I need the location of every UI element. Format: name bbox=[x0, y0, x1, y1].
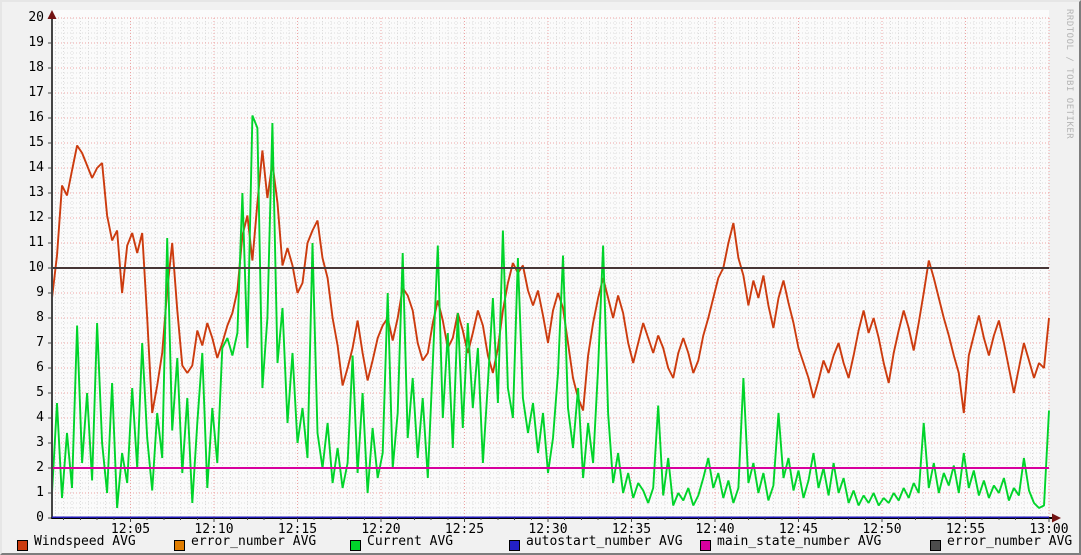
y-tick-label: 10 bbox=[28, 260, 44, 275]
legend-item: main_state_number AVG bbox=[700, 534, 882, 551]
legend-swatch bbox=[174, 540, 185, 551]
legend-item: error_number AVG bbox=[174, 534, 317, 551]
legend-label: autostart_number AVG bbox=[526, 534, 683, 549]
y-tick-label: 9 bbox=[36, 285, 44, 300]
legend-label: error_number AVG bbox=[947, 534, 1073, 549]
y-tick-label: 3 bbox=[36, 435, 44, 450]
y-tick-label: 12 bbox=[28, 210, 44, 225]
x-tick-label: 12:15 bbox=[277, 522, 318, 537]
legend-label: main_state_number AVG bbox=[717, 534, 882, 549]
legend-swatch bbox=[930, 540, 941, 551]
y-tick-label: 1 bbox=[36, 485, 44, 500]
x-tick-label: 12:20 bbox=[361, 522, 401, 537]
legend: Windspeed AVG error_number AVG Current AVG… bbox=[2, 535, 1079, 551]
y-tick-label: 16 bbox=[28, 110, 44, 125]
y-tick-label: 2 bbox=[36, 460, 44, 475]
y-tick-label: 5 bbox=[36, 385, 44, 400]
legend-label: Current AVG bbox=[367, 534, 454, 549]
x-tick-label: 13:00 bbox=[1029, 522, 1069, 537]
legend-swatch bbox=[700, 540, 711, 551]
x-tick-label: 12:10 bbox=[194, 522, 234, 537]
y-tick-label: 13 bbox=[28, 185, 44, 200]
legend-swatch bbox=[350, 540, 361, 551]
x-tick-label: 12:25 bbox=[444, 522, 485, 537]
y-tick-label: 7 bbox=[36, 335, 44, 350]
x-tick-label: 12:45 bbox=[778, 522, 819, 537]
legend-item: autostart_number AVG bbox=[509, 534, 683, 551]
y-tick-label: 20 bbox=[28, 10, 44, 25]
y-tick-label: 8 bbox=[36, 310, 44, 325]
y-tick-label: 15 bbox=[28, 135, 44, 150]
x-tick-label: 12:35 bbox=[611, 522, 652, 537]
x-tick-label: 12:55 bbox=[945, 522, 986, 537]
x-tick-label: 12:40 bbox=[695, 522, 735, 537]
legend-item: Windspeed AVG bbox=[17, 534, 136, 551]
y-tick-label: 14 bbox=[28, 160, 44, 175]
watermark: RRDTOOL / TOBI OETIKER bbox=[1064, 9, 1074, 140]
legend-swatch bbox=[509, 540, 520, 551]
legend-item: Current AVG bbox=[350, 534, 454, 551]
y-tick-label: 17 bbox=[28, 85, 44, 100]
legend-label: Windspeed AVG bbox=[34, 534, 136, 549]
y-tick-label: 6 bbox=[36, 360, 44, 375]
legend-label: error_number AVG bbox=[191, 534, 317, 549]
x-tick-label: 12:30 bbox=[528, 522, 568, 537]
y-tick-label: 19 bbox=[28, 35, 44, 50]
y-tick-label: 11 bbox=[28, 235, 44, 250]
legend-swatch bbox=[17, 540, 28, 551]
x-tick-label: 12:05 bbox=[110, 522, 151, 537]
legend-item: error_number AVG bbox=[930, 534, 1073, 551]
y-tick-label: 4 bbox=[36, 410, 44, 425]
y-tick-label: 18 bbox=[28, 60, 44, 75]
x-tick-label: 12:50 bbox=[862, 522, 902, 537]
y-tick-label: 0 bbox=[36, 510, 44, 525]
